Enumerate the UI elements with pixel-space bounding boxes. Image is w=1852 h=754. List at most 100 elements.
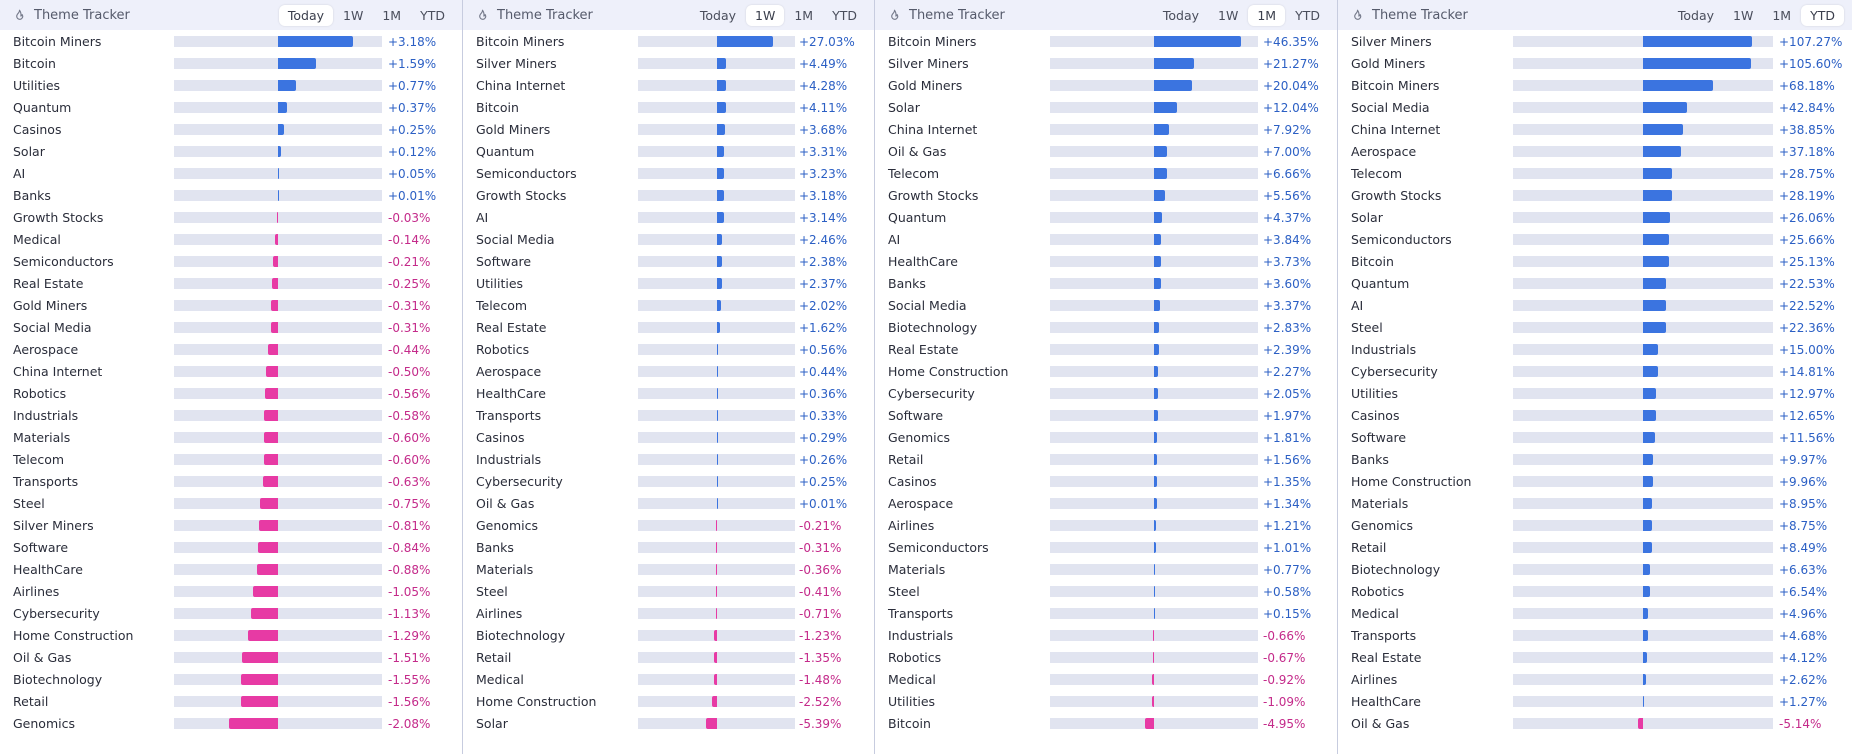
theme-row[interactable]: Silver Miners +21.27%	[875, 53, 1337, 75]
theme-row[interactable]: Medical -1.48%	[463, 669, 874, 691]
theme-row[interactable]: Real Estate +2.39%	[875, 339, 1337, 361]
theme-row[interactable]: Robotics +6.54%	[1338, 581, 1852, 603]
theme-row[interactable]: AI +3.84%	[875, 229, 1337, 251]
theme-row[interactable]: Quantum +0.37%	[0, 97, 462, 119]
theme-row[interactable]: Steel +0.58%	[875, 581, 1337, 603]
theme-row[interactable]: Aerospace -0.44%	[0, 339, 462, 361]
theme-row[interactable]: Home Construction -2.52%	[463, 691, 874, 713]
theme-row[interactable]: Industrials -0.58%	[0, 405, 462, 427]
theme-row[interactable]: Growth Stocks -0.03%	[0, 207, 462, 229]
theme-row[interactable]: Genomics +8.75%	[1338, 515, 1852, 537]
theme-row[interactable]: Home Construction -1.29%	[0, 625, 462, 647]
theme-row[interactable]: Robotics -0.67%	[875, 647, 1337, 669]
theme-row[interactable]: Growth Stocks +5.56%	[875, 185, 1337, 207]
theme-row[interactable]: Semiconductors +25.66%	[1338, 229, 1852, 251]
theme-row[interactable]: Transports +4.68%	[1338, 625, 1852, 647]
theme-row[interactable]: Bitcoin -4.95%	[875, 713, 1337, 735]
theme-row[interactable]: Real Estate -0.25%	[0, 273, 462, 295]
theme-row[interactable]: Oil & Gas +0.01%	[463, 493, 874, 515]
theme-row[interactable]: Telecom +28.75%	[1338, 163, 1852, 185]
tab-today[interactable]: Today	[1162, 7, 1200, 23]
theme-row[interactable]: Steel +22.36%	[1338, 317, 1852, 339]
tab-ytd[interactable]: YTD	[420, 7, 445, 23]
theme-row[interactable]: Casinos +0.25%	[0, 119, 462, 141]
theme-row[interactable]: Utilities +12.97%	[1338, 383, 1852, 405]
theme-row[interactable]: Telecom -0.60%	[0, 449, 462, 471]
theme-row[interactable]: China Internet +38.85%	[1338, 119, 1852, 141]
theme-row[interactable]: Social Media +2.46%	[463, 229, 874, 251]
theme-row[interactable]: Banks +0.01%	[0, 185, 462, 207]
theme-row[interactable]: Silver Miners +4.49%	[463, 53, 874, 75]
theme-row[interactable]: HealthCare +0.36%	[463, 383, 874, 405]
theme-row[interactable]: Materials -0.36%	[463, 559, 874, 581]
theme-row[interactable]: Utilities -1.09%	[875, 691, 1337, 713]
theme-row[interactable]: Cybersecurity +14.81%	[1338, 361, 1852, 383]
theme-row[interactable]: Genomics -2.08%	[0, 713, 462, 735]
theme-row[interactable]: Biotechnology -1.55%	[0, 669, 462, 691]
theme-row[interactable]: Medical -0.14%	[0, 229, 462, 251]
theme-row[interactable]: Real Estate +4.12%	[1338, 647, 1852, 669]
theme-row[interactable]: Retail -1.56%	[0, 691, 462, 713]
theme-row[interactable]: Real Estate +1.62%	[463, 317, 874, 339]
theme-row[interactable]: Transports +0.15%	[875, 603, 1337, 625]
theme-row[interactable]: Bitcoin +1.59%	[0, 53, 462, 75]
theme-row[interactable]: Utilities +0.77%	[0, 75, 462, 97]
theme-row[interactable]: AI +3.14%	[463, 207, 874, 229]
theme-row[interactable]: Industrials -0.66%	[875, 625, 1337, 647]
tab-1w[interactable]: 1W	[343, 7, 364, 23]
theme-row[interactable]: Transports +0.33%	[463, 405, 874, 427]
theme-row[interactable]: Steel -0.75%	[0, 493, 462, 515]
theme-row[interactable]: Telecom +2.02%	[463, 295, 874, 317]
theme-row[interactable]: Retail +1.56%	[875, 449, 1337, 471]
theme-row[interactable]: Industrials +0.26%	[463, 449, 874, 471]
tab-1m[interactable]: 1M	[382, 7, 402, 23]
tab-today[interactable]: Today	[278, 4, 334, 26]
tab-today[interactable]: Today	[699, 7, 737, 23]
theme-row[interactable]: Software -0.84%	[0, 537, 462, 559]
theme-row[interactable]: Airlines +1.21%	[875, 515, 1337, 537]
theme-row[interactable]: Materials -0.60%	[0, 427, 462, 449]
theme-row[interactable]: Bitcoin +25.13%	[1338, 251, 1852, 273]
theme-row[interactable]: Materials +0.77%	[875, 559, 1337, 581]
theme-row[interactable]: Materials +8.95%	[1338, 493, 1852, 515]
theme-row[interactable]: Silver Miners -0.81%	[0, 515, 462, 537]
theme-row[interactable]: Aerospace +1.34%	[875, 493, 1337, 515]
theme-row[interactable]: Solar +0.12%	[0, 141, 462, 163]
theme-row[interactable]: Casinos +1.35%	[875, 471, 1337, 493]
theme-row[interactable]: HealthCare +3.73%	[875, 251, 1337, 273]
theme-row[interactable]: China Internet +4.28%	[463, 75, 874, 97]
theme-row[interactable]: Gold Miners +20.04%	[875, 75, 1337, 97]
theme-row[interactable]: Gold Miners -0.31%	[0, 295, 462, 317]
theme-row[interactable]: Gold Miners +3.68%	[463, 119, 874, 141]
theme-row[interactable]: Oil & Gas -1.51%	[0, 647, 462, 669]
theme-row[interactable]: Semiconductors -0.21%	[0, 251, 462, 273]
theme-row[interactable]: Banks +3.60%	[875, 273, 1337, 295]
theme-row[interactable]: Genomics +1.81%	[875, 427, 1337, 449]
theme-row[interactable]: Genomics -0.21%	[463, 515, 874, 537]
theme-row[interactable]: Cybersecurity +2.05%	[875, 383, 1337, 405]
theme-row[interactable]: Medical -0.92%	[875, 669, 1337, 691]
theme-row[interactable]: Home Construction +9.96%	[1338, 471, 1852, 493]
theme-row[interactable]: Industrials +15.00%	[1338, 339, 1852, 361]
theme-row[interactable]: Home Construction +2.27%	[875, 361, 1337, 383]
theme-row[interactable]: Transports -0.63%	[0, 471, 462, 493]
tab-ytd[interactable]: YTD	[1801, 4, 1844, 26]
theme-row[interactable]: Airlines -1.05%	[0, 581, 462, 603]
tab-today[interactable]: Today	[1677, 7, 1715, 23]
theme-row[interactable]: Gold Miners +105.60%	[1338, 53, 1852, 75]
theme-row[interactable]: AI +0.05%	[0, 163, 462, 185]
theme-row[interactable]: Biotechnology +2.83%	[875, 317, 1337, 339]
theme-row[interactable]: Cybersecurity +0.25%	[463, 471, 874, 493]
theme-row[interactable]: Telecom +6.66%	[875, 163, 1337, 185]
theme-row[interactable]: Oil & Gas -5.14%	[1338, 713, 1852, 735]
theme-row[interactable]: Software +1.97%	[875, 405, 1337, 427]
theme-row[interactable]: Bitcoin Miners +3.18%	[0, 31, 462, 53]
theme-row[interactable]: Utilities +2.37%	[463, 273, 874, 295]
theme-row[interactable]: Casinos +12.65%	[1338, 405, 1852, 427]
theme-row[interactable]: Solar -5.39%	[463, 713, 874, 735]
theme-row[interactable]: Banks -0.31%	[463, 537, 874, 559]
theme-row[interactable]: Growth Stocks +28.19%	[1338, 185, 1852, 207]
tab-1m[interactable]: 1M	[794, 7, 814, 23]
theme-row[interactable]: Airlines +2.62%	[1338, 669, 1852, 691]
tab-1w[interactable]: 1W	[746, 4, 785, 26]
